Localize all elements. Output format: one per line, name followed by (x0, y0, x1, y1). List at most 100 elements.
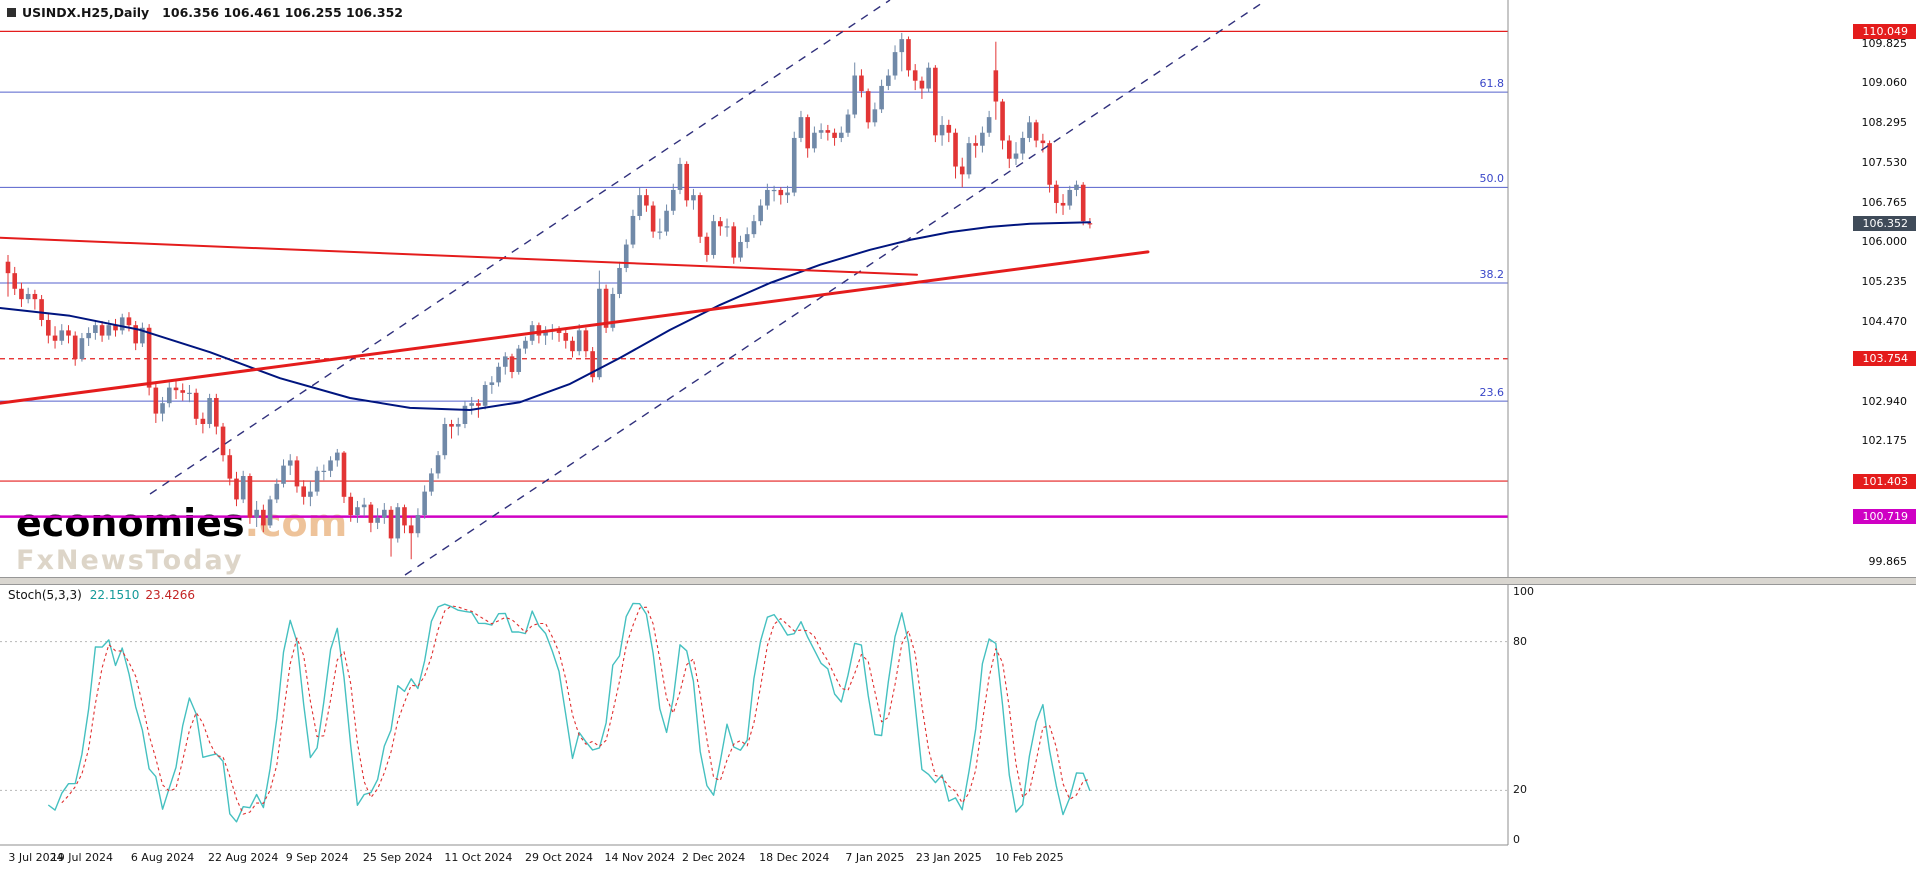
candle-body (597, 288, 602, 378)
candle-body (227, 455, 233, 479)
candle-body (234, 478, 239, 500)
candle-body (455, 423, 461, 427)
candle-body (744, 234, 750, 242)
candle-body (106, 325, 112, 336)
candle-body (348, 496, 354, 516)
candle-body (1033, 122, 1039, 141)
candle-body (193, 392, 199, 419)
candle-body (19, 288, 24, 300)
stochastic-k-value: 22.1510 (89, 588, 140, 602)
time-axis[interactable] (0, 845, 1916, 874)
candle-body (953, 132, 958, 167)
candle-body (140, 327, 145, 344)
candle-body (1087, 223, 1093, 225)
candle-body (187, 392, 192, 394)
candle-body (865, 91, 871, 123)
candle-body (415, 515, 421, 534)
candle-body (247, 476, 253, 518)
candle-body (912, 70, 918, 81)
candle-body (570, 340, 575, 352)
candle-body (650, 205, 656, 232)
candle-body (838, 132, 844, 138)
candle-body (301, 486, 306, 497)
candle-body (818, 130, 824, 133)
candle-body (536, 325, 542, 336)
ascending-support-line[interactable] (0, 250, 1150, 405)
chart-icon (7, 8, 16, 17)
candle-body (207, 397, 212, 424)
candle-body (980, 132, 985, 146)
candle-body (12, 273, 18, 289)
candle-body (724, 226, 730, 228)
candle-body (939, 124, 945, 136)
panel-separator[interactable] (0, 577, 1916, 585)
candle-body (200, 418, 206, 424)
watermark-subtitle: FxNewsToday (16, 545, 244, 576)
descending-resistance-line[interactable] (0, 236, 918, 276)
candle-body (281, 465, 286, 484)
candle-body (523, 340, 528, 349)
stochastic-main-line (47, 602, 1091, 823)
candle-body (482, 384, 488, 406)
symbol-period-label: USINDX.H25,Daily (22, 5, 150, 20)
candle-body (180, 390, 186, 393)
candle-body (173, 387, 179, 391)
candle-body (664, 210, 669, 232)
stochastic-signal-line (61, 605, 1091, 815)
candle-body (395, 507, 401, 539)
candle-body (872, 109, 878, 123)
candle-body (825, 130, 831, 133)
channel-trendline[interactable] (404, 2, 1263, 576)
candle-body (751, 221, 757, 235)
candle-body (489, 382, 495, 385)
candle-body (133, 325, 138, 344)
watermark: economies.com FxNewsToday (16, 504, 347, 574)
candle-body (79, 338, 85, 359)
candle-body (711, 221, 716, 255)
candle-body (435, 455, 441, 474)
candle-body (66, 330, 71, 336)
candle-body (738, 241, 743, 258)
channel-lines-layer (149, 0, 1263, 576)
candle-body (126, 317, 132, 326)
candle-body (119, 317, 125, 331)
stochastic-layer (0, 602, 1508, 823)
candle-body (314, 470, 320, 492)
candle-body (442, 423, 448, 456)
watermark-brand: economies (16, 501, 245, 545)
candle-body (1074, 184, 1079, 190)
candle-body (1060, 202, 1066, 206)
candle-body (72, 335, 78, 359)
candle-body (160, 403, 165, 414)
candle-body (462, 405, 468, 424)
candle-body (1047, 143, 1052, 185)
candle-body (1006, 140, 1012, 159)
candle-body (402, 507, 407, 526)
candle-body (1020, 137, 1026, 154)
stochastic-label: Stoch(5,3,3) 22.1510 23.4266 (8, 588, 195, 602)
candle-body (99, 325, 105, 336)
candle-body (146, 327, 152, 388)
candle-body (408, 525, 414, 534)
candle-body (267, 499, 273, 526)
candle-body (502, 356, 508, 367)
candle-body (59, 330, 65, 341)
candle-body (556, 330, 562, 333)
candle-body (321, 470, 327, 473)
candle-body (812, 132, 817, 149)
channel-trendline[interactable] (149, 0, 891, 495)
candle-body (382, 509, 387, 518)
candle-body (1080, 184, 1086, 222)
candle-body (879, 85, 884, 110)
candle-body (355, 507, 360, 516)
candle-body (966, 143, 972, 175)
candle-body (926, 67, 931, 89)
price-axis[interactable] (1508, 0, 1916, 845)
candle-body (274, 483, 280, 500)
chart-title: USINDX.H25,Daily 106.356 106.461 106.255 … (22, 5, 403, 20)
candle-body (254, 509, 259, 518)
candle-body (449, 423, 454, 427)
candle-body (590, 351, 595, 378)
candle-body (1054, 184, 1059, 203)
candle-body (644, 195, 649, 206)
